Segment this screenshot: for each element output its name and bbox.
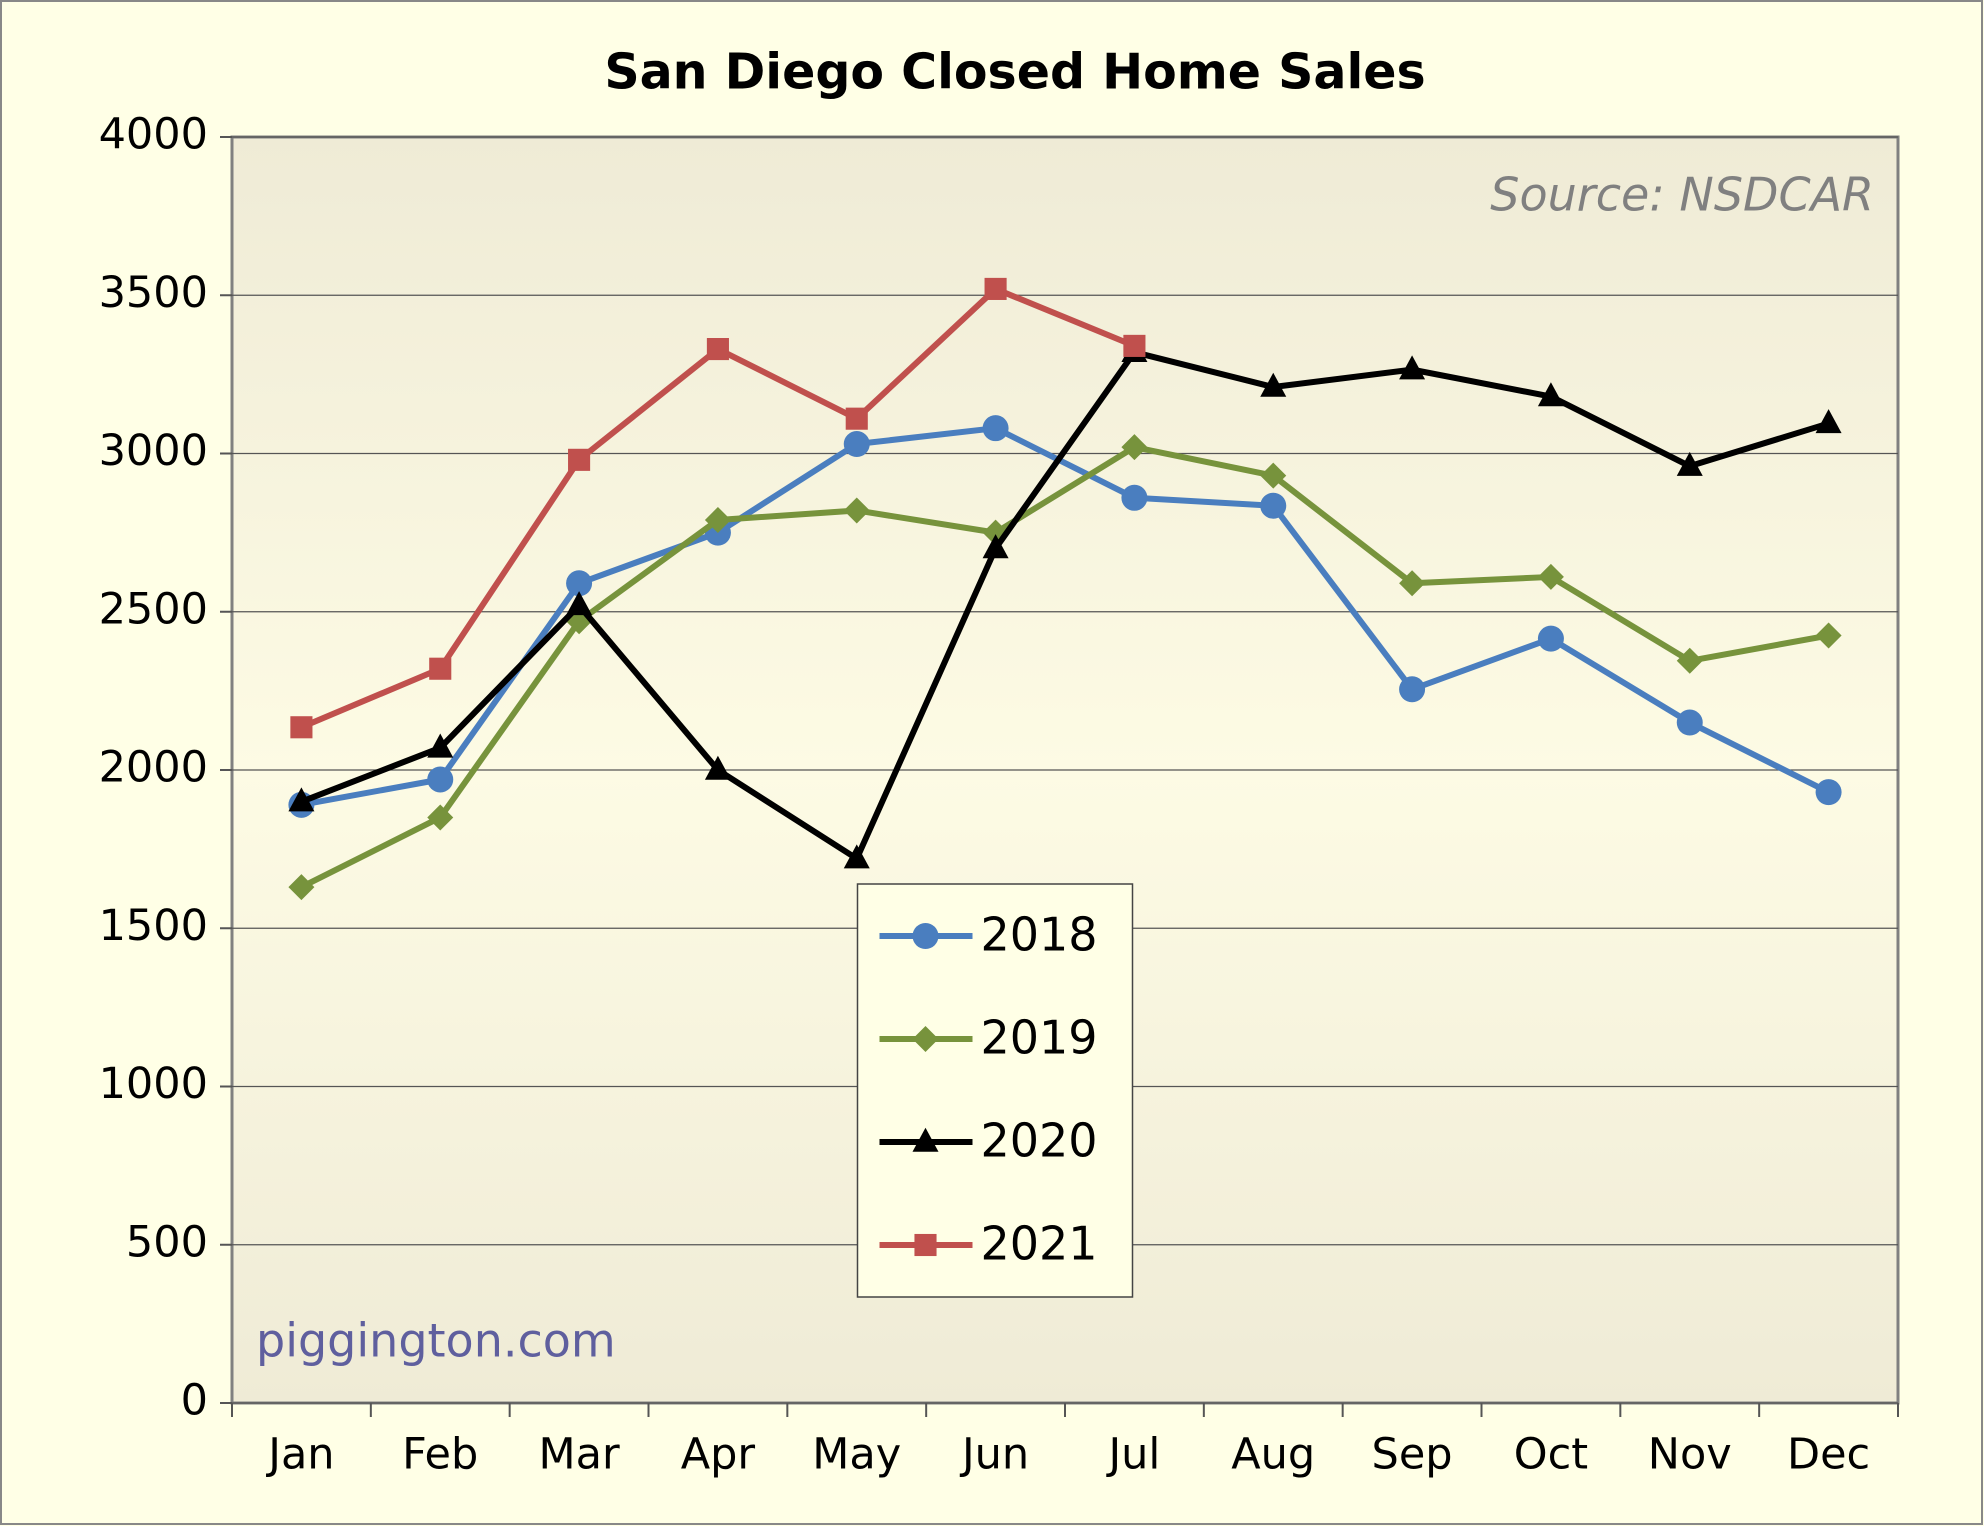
x-tick-label: Dec (1787, 1430, 1870, 1480)
marker (704, 755, 731, 780)
marker (843, 497, 870, 524)
legend: 2018 2019 2020 2021 (856, 883, 1134, 1298)
marker (845, 407, 868, 430)
marker (566, 570, 593, 597)
marker (288, 874, 315, 901)
legend-label: 2021 (981, 1217, 1098, 1271)
marker (914, 1233, 937, 1257)
x-tick-label: May (812, 1430, 901, 1480)
marker (427, 766, 454, 793)
marker (982, 534, 1009, 559)
marker (984, 277, 1007, 300)
x-tick-label: Aug (1231, 1430, 1315, 1480)
marker (843, 431, 870, 458)
y-tick-label: 2500 (99, 584, 208, 634)
marker (843, 844, 870, 869)
marker (427, 804, 454, 831)
legend-label: 2020 (981, 1114, 1098, 1168)
marker (1399, 676, 1426, 703)
x-tick-label: Jan (265, 1430, 334, 1480)
marker (1399, 355, 1426, 380)
chart-title: San Diego Closed Home Sales (604, 44, 1425, 101)
y-tick-label: 3500 (99, 268, 208, 318)
series-line (300, 425, 1830, 808)
x-tick-label: Jun (959, 1430, 1029, 1480)
marker (1676, 647, 1703, 674)
marker (427, 733, 454, 758)
marker (1537, 382, 1564, 407)
y-tick-label: 0 (181, 1376, 208, 1426)
x-tick-label: Feb (402, 1430, 478, 1480)
marker (706, 338, 729, 361)
watermark: piggington.com (256, 1314, 616, 1368)
marker (1537, 625, 1564, 652)
x-tick-label: Mar (539, 1430, 620, 1480)
y-tick-label: 1500 (99, 901, 208, 951)
marker (1815, 622, 1842, 649)
marker (912, 1127, 939, 1152)
marker (1815, 409, 1842, 434)
x-tick-label: Oct (1514, 1430, 1588, 1480)
y-tick-label: 1000 (99, 1059, 208, 1109)
y-tick-label: 2000 (99, 743, 208, 793)
legend-label: 2019 (981, 1011, 1098, 1065)
marker (290, 716, 313, 739)
x-tick-label: Jul (1105, 1430, 1160, 1480)
source-note: Source: NSDCAR (1490, 168, 1874, 222)
marker (1399, 570, 1426, 597)
series-line (300, 349, 1830, 862)
marker (1260, 492, 1287, 519)
legend-box (856, 883, 1134, 1298)
marker (566, 591, 593, 616)
marker (704, 506, 731, 533)
marker (429, 657, 452, 680)
marker (1676, 709, 1703, 736)
marker (1676, 451, 1703, 476)
y-tick-label: 4000 (99, 110, 208, 160)
y-tick-label: 3000 (99, 426, 208, 476)
x-tick-label: Apr (681, 1430, 756, 1480)
marker (912, 923, 939, 949)
marker (1121, 484, 1148, 511)
y-tick-label: 500 (126, 1217, 208, 1267)
series-line (300, 444, 1830, 890)
marker (982, 415, 1009, 442)
marker (1815, 779, 1842, 806)
marker (912, 1026, 939, 1052)
marker (568, 448, 591, 471)
x-tick-label: Nov (1648, 1430, 1732, 1480)
marker (288, 787, 315, 812)
x-tick-label: Sep (1372, 1430, 1453, 1480)
marker (1537, 563, 1564, 590)
marker (1123, 334, 1146, 357)
marker (1121, 434, 1148, 461)
legend-label: 2018 (981, 908, 1098, 962)
marker (1260, 462, 1287, 489)
marker (1260, 372, 1287, 397)
